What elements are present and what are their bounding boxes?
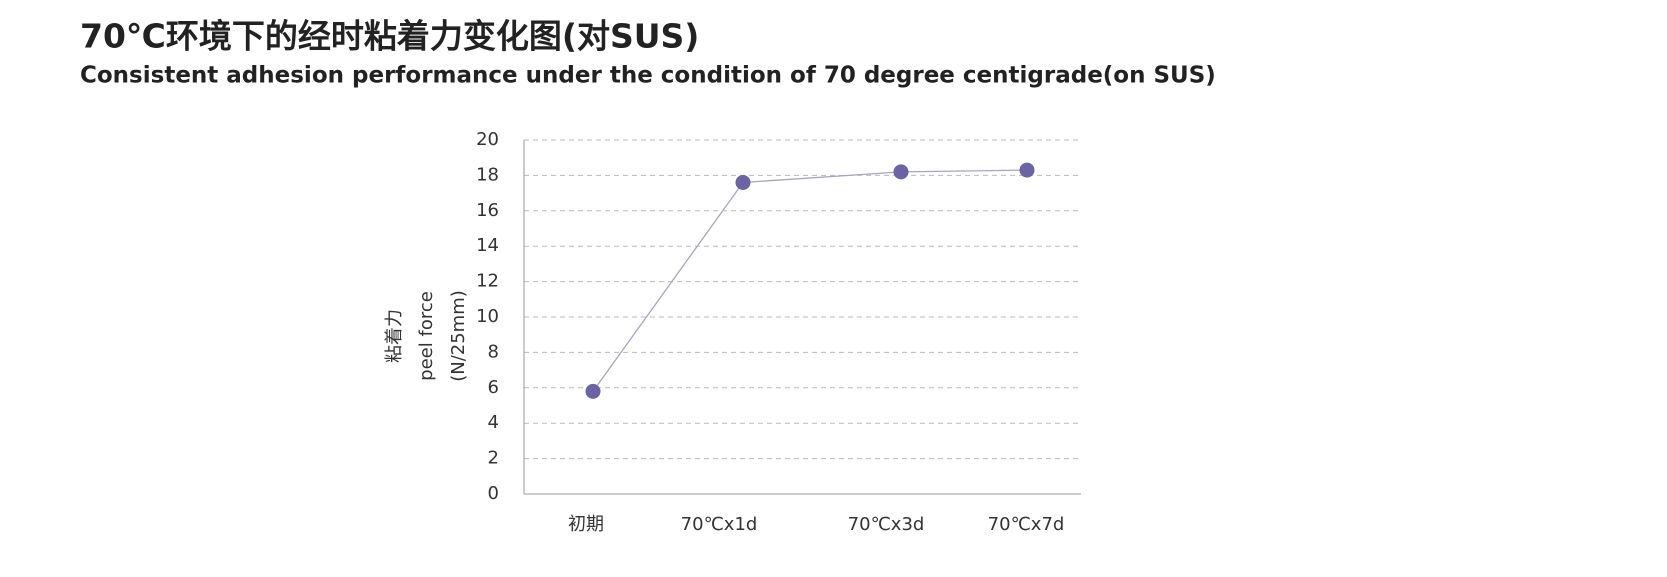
y-tick-label: 10 xyxy=(476,306,499,327)
series-line xyxy=(592,169,1028,392)
y-axis-label: peel force xyxy=(416,291,437,381)
data-point xyxy=(735,174,751,190)
x-tick-label: 初期 xyxy=(568,514,604,535)
y-axis-label: 粘着力 xyxy=(384,309,405,363)
x-tick-label: 70℃x7d xyxy=(988,514,1065,535)
data-point xyxy=(585,383,601,399)
y-tick-label: 12 xyxy=(476,271,499,292)
y-tick-label: 4 xyxy=(488,412,499,433)
data-point xyxy=(1019,162,1035,178)
y-tick-label: 16 xyxy=(476,200,499,221)
y-axis-label: (N/25mm) xyxy=(448,290,469,382)
x-tick-label: 70℃x3d xyxy=(848,514,925,535)
y-tick-label: 20 xyxy=(476,129,499,150)
y-tick-label: 18 xyxy=(476,164,499,185)
chart-title: 70℃环境下的经时粘着力变化图(对SUS) xyxy=(80,17,699,56)
chart-subtitle: Consistent adhesion performance under th… xyxy=(80,63,1216,89)
y-tick-label: 8 xyxy=(488,341,499,362)
y-tick-label: 2 xyxy=(488,448,499,469)
x-tick-label: 70℃x1d xyxy=(681,514,758,535)
data-point xyxy=(893,164,909,180)
y-tick-label: 0 xyxy=(488,483,499,504)
y-tick-label: 6 xyxy=(488,377,499,398)
y-tick-label: 14 xyxy=(476,235,499,256)
